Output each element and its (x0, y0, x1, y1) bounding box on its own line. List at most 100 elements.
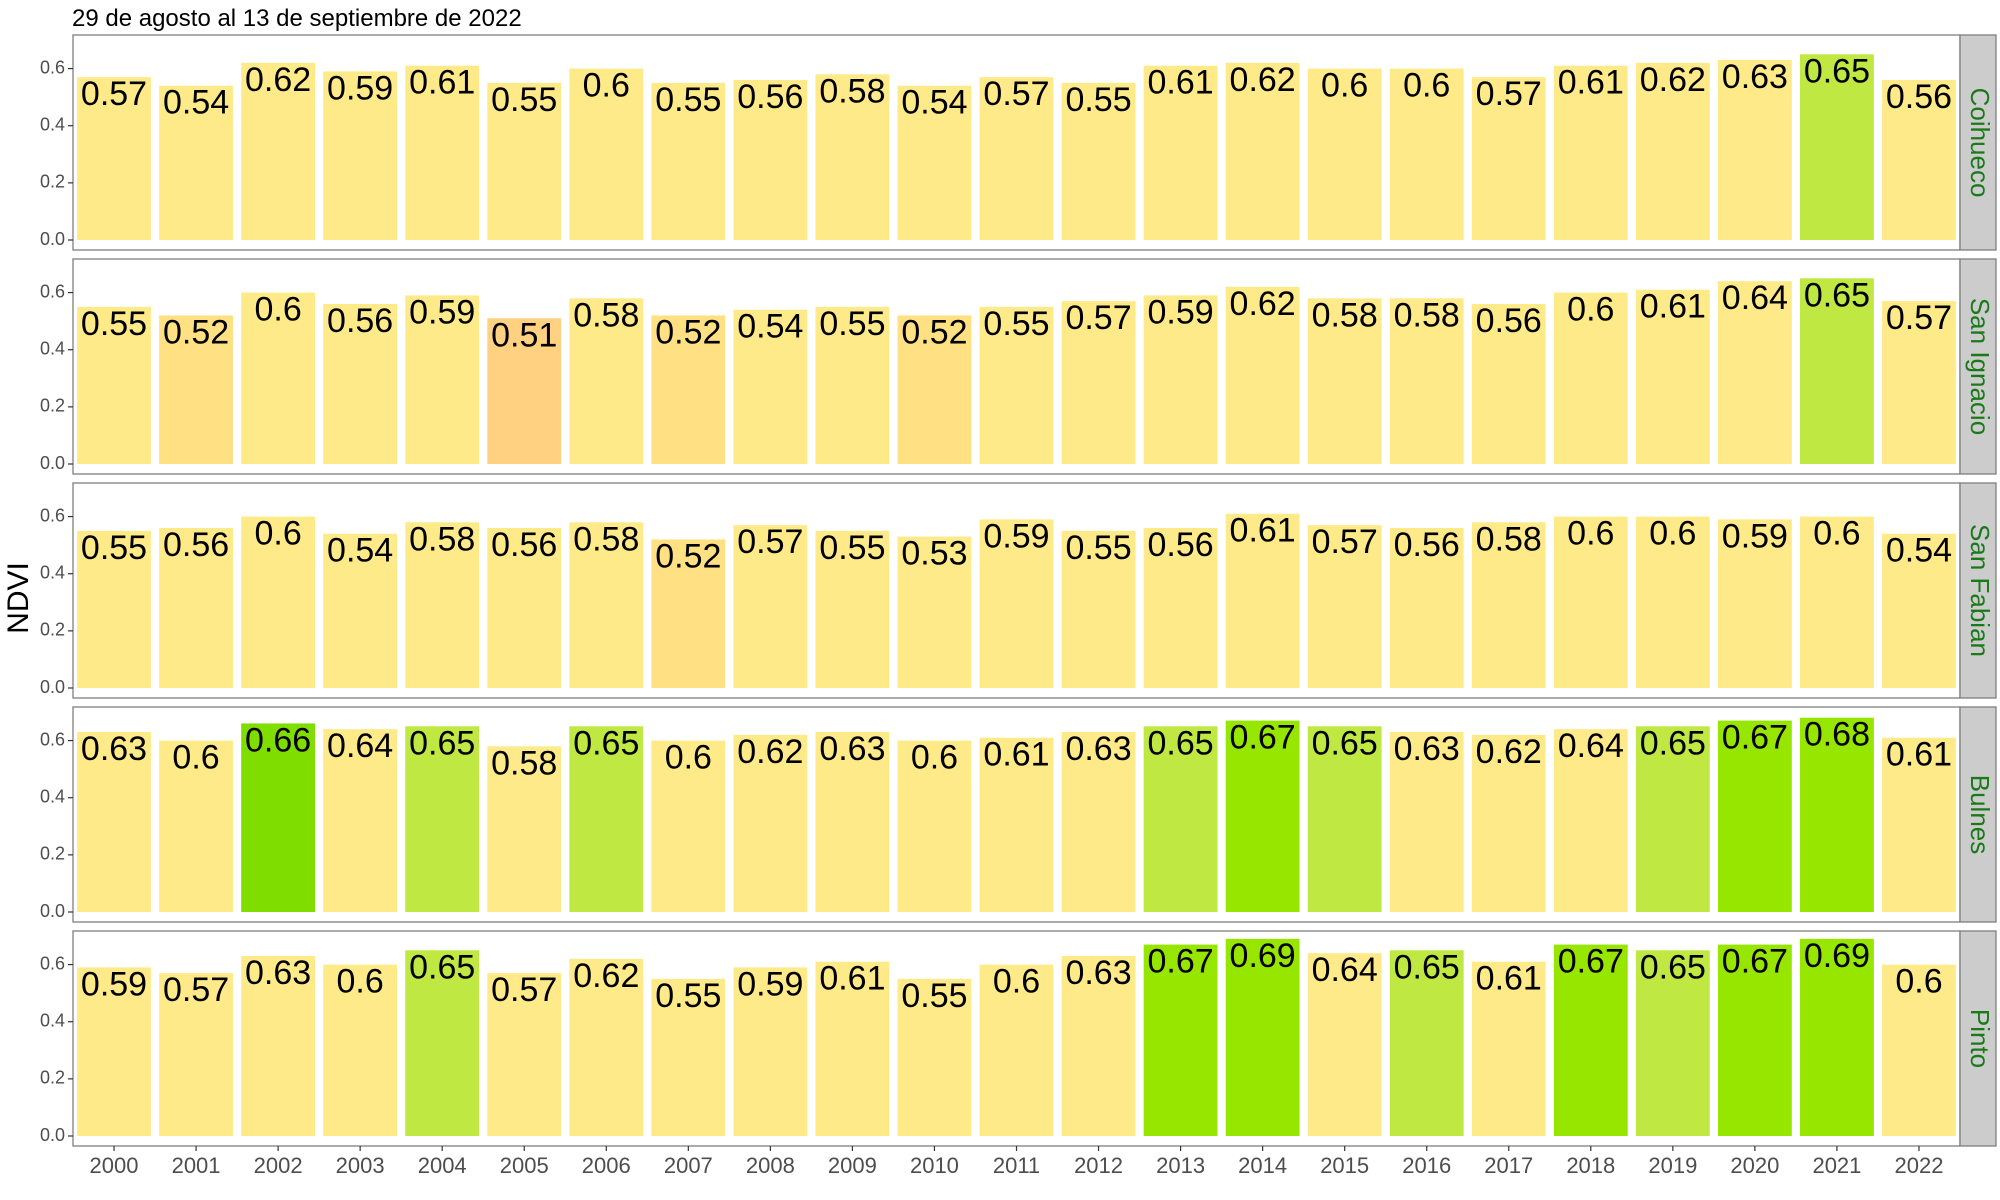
bar-value-label: 0.65 (1804, 52, 1870, 90)
bar-value-label: 0.56 (1886, 78, 1952, 116)
bar-value-label: 0.55 (819, 305, 885, 343)
bar-value-label: 0.58 (1394, 296, 1460, 334)
bar-value-label: 0.51 (491, 316, 557, 354)
bar-bulnes-2004 (405, 726, 480, 912)
bar-value-label: 0.6 (911, 739, 958, 777)
bar-san-fabian-2022 (1882, 533, 1956, 688)
panel-coihueco: Coihueco 0.0 0.2 0.4 0.6 0.57 0.54 0.62 0.59 0.61… (40, 34, 1997, 251)
bar-san-ignacio-2015 (1307, 298, 1382, 464)
bar-value-label: 0.55 (819, 529, 885, 567)
bar-coihueco-2001 (159, 85, 233, 240)
bar-value-label: 0.62 (245, 61, 311, 99)
bar-pinto-2009 (815, 961, 890, 1136)
bar-san-ignacio-2020 (1717, 281, 1792, 464)
bar-value-label: 0.63 (1722, 58, 1788, 96)
bar-pinto-2016 (1389, 950, 1464, 1136)
bar-san-fabian-2007 (651, 539, 726, 688)
bar-coihueco-2020 (1717, 60, 1792, 240)
bar-value-label: 0.52 (655, 313, 721, 351)
bar-san-fabian-2009 (815, 530, 890, 688)
bar-value-label: 0.64 (1312, 951, 1378, 989)
y-tick-label: 0.6 (40, 729, 65, 749)
bar-san-fabian-2001 (159, 528, 233, 688)
facet-label-bulnes: Bulnes (1965, 775, 1995, 855)
bar-bulnes-2012 (1061, 732, 1136, 912)
bar-value-label: 0.53 (901, 535, 967, 573)
panel-pinto: Pinto 0.0 0.2 0.4 0.6 0.59 0.57 0.63 0.6 0.65 0.57… (40, 930, 1997, 1147)
bar-coihueco-2008 (733, 80, 808, 240)
bar-bulnes-2007 (651, 740, 726, 912)
bar-san-ignacio-2022 (1882, 301, 1956, 464)
bar-value-label: 0.61 (1147, 64, 1213, 102)
bar-value-label: 0.57 (1312, 523, 1378, 561)
bar-value-label: 0.59 (81, 965, 147, 1003)
x-tick-label-2022: 2022 (1895, 1153, 1944, 1178)
bar-coihueco-2007 (651, 82, 726, 240)
bar-value-label: 0.56 (163, 526, 229, 564)
chart-title: 29 de agosto al 13 de septiembre de 2022 (72, 5, 522, 32)
facet-label-san-ignacio: San Ignacio (1965, 298, 1995, 435)
bar-san-ignacio-2004 (405, 295, 480, 464)
bar-bulnes-2008 (733, 734, 808, 912)
bar-value-label: 0.6 (1403, 67, 1450, 105)
bar-coihueco-2022 (1882, 80, 1956, 240)
bar-pinto-2008 (733, 967, 808, 1136)
bar-bulnes-2000 (77, 732, 151, 912)
bar-coihueco-2002 (241, 62, 316, 240)
bar-coihueco-2004 (405, 65, 480, 240)
bar-value-label: 0.62 (573, 957, 639, 995)
y-tick-label: 0.6 (40, 953, 65, 973)
y-tick-label: 0.4 (40, 1010, 65, 1030)
bar-bulnes-2017 (1471, 734, 1546, 912)
bar-pinto-2022 (1882, 964, 1956, 1136)
bar-value-label: 0.66 (245, 721, 311, 759)
bar-bulnes-2019 (1635, 726, 1710, 912)
bar-value-label: 0.61 (409, 64, 475, 102)
facet-label-pinto: Pinto (1965, 1009, 1995, 1068)
bar-pinto-2012 (1061, 956, 1136, 1136)
bar-value-label: 0.6 (1567, 291, 1614, 329)
bar-san-fabian-2012 (1061, 530, 1136, 688)
bar-value-label: 0.57 (163, 971, 229, 1009)
y-tick-label: 0.2 (40, 396, 65, 416)
x-tick-label-2007: 2007 (664, 1153, 713, 1178)
x-tick-label-2002: 2002 (254, 1153, 303, 1178)
bar-coihueco-2017 (1471, 77, 1546, 241)
x-tick-label-2009: 2009 (828, 1153, 877, 1178)
bar-value-label: 0.62 (1230, 61, 1296, 99)
bar-value-label: 0.63 (1065, 954, 1131, 992)
bar-value-label: 0.67 (1147, 943, 1213, 981)
bar-pinto-2010 (897, 978, 972, 1136)
bar-value-label: 0.58 (573, 520, 639, 558)
y-tick-label: 0.6 (40, 57, 65, 77)
bar-value-label: 0.55 (491, 81, 557, 119)
bar-value-label: 0.6 (337, 963, 384, 1001)
bar-san-ignacio-2002 (241, 292, 316, 464)
bar-value-label: 0.56 (1147, 526, 1213, 564)
y-tick-label: 0.0 (40, 677, 65, 697)
bar-san-ignacio-2014 (1225, 286, 1300, 464)
bar-san-ignacio-2011 (979, 306, 1054, 464)
facet-label-coihueco: Coihueco (1965, 88, 1995, 198)
panel-bulnes: Bulnes 0.0 0.2 0.4 0.6 0.63 0.6 0.66 0.64 0.65 0.5… (40, 706, 1997, 923)
bar-coihueco-2009 (815, 74, 890, 241)
bar-value-label: 0.67 (1722, 943, 1788, 981)
bar-value-label: 0.64 (327, 727, 393, 765)
bar-san-fabian-2021 (1800, 516, 1874, 688)
bar-san-fabian-2020 (1717, 519, 1792, 688)
bar-pinto-2006 (569, 958, 644, 1136)
bar-value-label: 0.56 (1394, 526, 1460, 564)
bar-coihueco-2021 (1800, 54, 1874, 241)
bar-value-label: 0.65 (1804, 276, 1870, 314)
bar-san-fabian-2004 (405, 522, 480, 688)
y-tick-label: 0.2 (40, 172, 65, 192)
x-tick-label-2012: 2012 (1074, 1153, 1123, 1178)
bar-value-label: 0.62 (1476, 733, 1542, 771)
bar-value-label: 0.56 (1476, 302, 1542, 340)
bar-value-label: 0.6 (254, 291, 301, 329)
bar-bulnes-2002 (241, 723, 316, 912)
bar-san-ignacio-2010 (897, 315, 972, 464)
bar-pinto-2007 (651, 978, 726, 1136)
facet-strip (1959, 482, 1997, 699)
